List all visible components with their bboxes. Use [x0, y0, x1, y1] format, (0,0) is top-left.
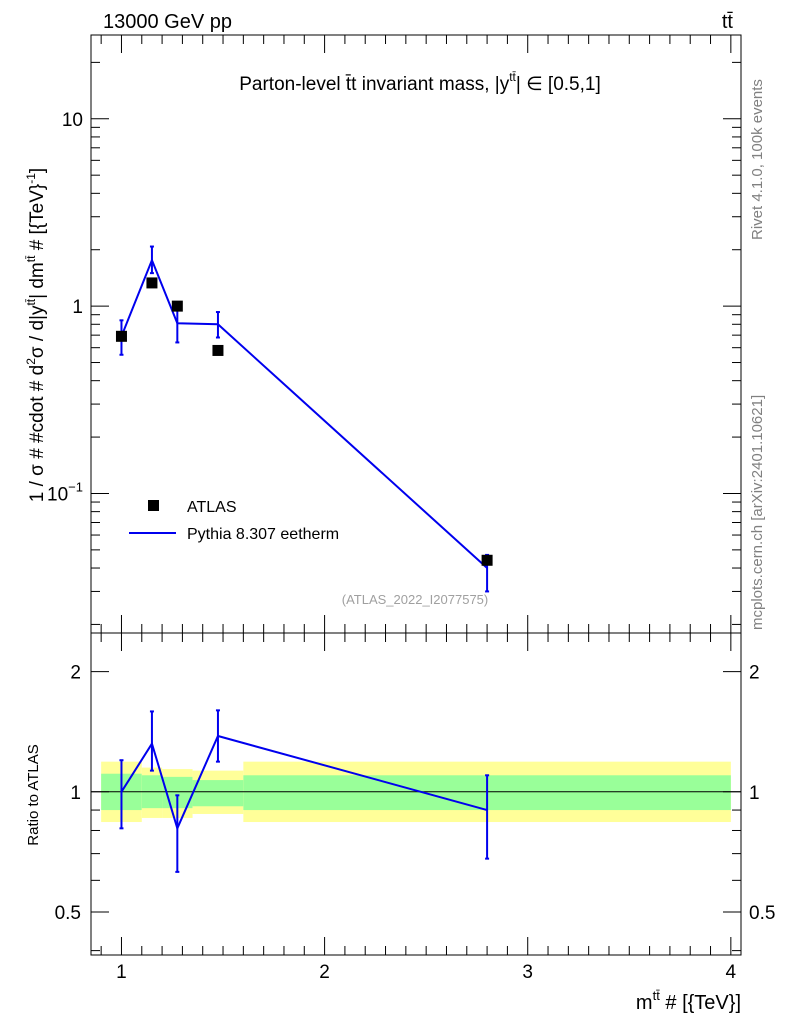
plot-title: Parton-level t̄t invariant mass, |ytt̄| … [239, 70, 601, 95]
tick-exp: −1 [68, 479, 83, 494]
tick-base: 10 [47, 484, 68, 505]
data-point [212, 344, 224, 356]
main-y-tick-label: 10−1 [47, 479, 83, 505]
header-left: 13000 GeV pp [103, 11, 232, 33]
x-tick-label: 4 [726, 962, 737, 983]
title-sup: tt̄ [509, 70, 516, 84]
data-series [115, 277, 493, 566]
main-y-tick-label: 1 [72, 297, 83, 318]
rivet-version-label: Rivet 4.1.0, 100k events [749, 79, 766, 240]
ylabel-part: | dm [27, 262, 48, 299]
legend-label-pythia: Pythia 8.307 eetherm [187, 526, 339, 543]
ylabel-part: 1 / σ # #cdot # d [27, 365, 48, 502]
ylabel-part: σ / d|y [27, 305, 48, 358]
main-frame [90, 34, 742, 634]
ylabel-part: # [{TeV} [27, 184, 48, 256]
ylabel-sup: tt̄ [24, 298, 38, 305]
data-point [171, 300, 183, 312]
ratio-x-tick-labels: 1 2 3 4 [116, 962, 736, 983]
ratio-y-tick-label-left: 0.5 [55, 903, 81, 924]
legend-label-atlas: ATLAS [187, 499, 237, 516]
ratio-mc-series [119, 709, 490, 873]
ratio-axis-ticks [91, 633, 741, 955]
ratio-y-tick-label-left: 1 [70, 783, 81, 804]
ylabel-sup: -1 [24, 173, 38, 184]
ratio-y-tick-label-right: 0.5 [749, 903, 775, 924]
ratio-y-tick-label-right: 2 [749, 663, 760, 684]
xlabel-tail: # [{TeV}] [660, 992, 741, 1014]
mc-series [119, 245, 490, 593]
data-point [481, 554, 493, 566]
main-axis-ticks [91, 35, 741, 633]
analysis-watermark: (ATLAS_2022_I2077575) [342, 592, 488, 607]
ratio-panel: 2 2 1 1 0.5 0.5 1 2 3 4 Ratio to ATLAS mtt̄ # [{… [25, 632, 776, 1014]
ylabel-sup: 2 [24, 358, 38, 365]
ylabel-part: ] [27, 168, 48, 173]
main-y-tick-label: 10 [62, 110, 83, 131]
stat-uncertainty-band [192, 780, 244, 807]
data-point [146, 277, 158, 289]
title-main: Parton-level t̄t invariant mass, |y [239, 74, 509, 95]
ratio-frame [90, 632, 742, 956]
x-tick-label: 1 [116, 962, 127, 983]
legend-marker-atlas [148, 500, 159, 511]
x-axis-label: mtt̄ # [{TeV}] [636, 988, 741, 1014]
title-tail: | ∈ [0.5,1] [516, 74, 601, 95]
ratio-y-tick-labels: 2 2 1 1 0.5 0.5 [55, 663, 776, 924]
legend: ATLAS Pythia 8.307 eetherm [129, 499, 339, 543]
main-y-axis-label: 1 / σ # #cdot # d2σ / d|ytt̄| dmtt̄ # [{… [24, 168, 48, 502]
ratio-y-tick-label-left: 2 [70, 663, 81, 684]
header-right: tt̄ [722, 11, 734, 33]
xlabel-main: m [636, 992, 653, 1014]
data-point [115, 330, 127, 342]
mcplots-source-label: mcplots.cern.ch [arXiv:2401.10621] [749, 395, 766, 630]
ratio-y-tick-label-right: 1 [749, 783, 760, 804]
x-tick-label: 2 [319, 962, 330, 983]
ratio-y-axis-label: Ratio to ATLAS [25, 744, 42, 845]
x-tick-label: 3 [522, 962, 533, 983]
ylabel-sup: tt̄ [24, 255, 38, 262]
xlabel-sup: tt̄ [653, 988, 661, 1003]
